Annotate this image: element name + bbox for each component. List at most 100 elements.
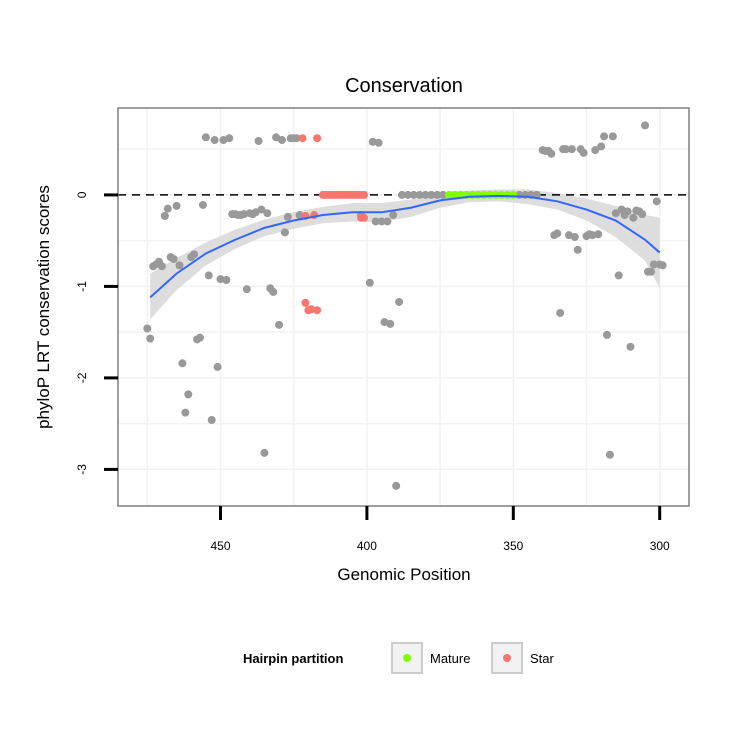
star-point xyxy=(298,134,307,143)
x-axis-label: Genomic Position xyxy=(337,565,470,584)
data-point xyxy=(614,271,623,280)
data-point xyxy=(658,261,667,270)
data-point xyxy=(163,204,172,213)
data-point xyxy=(626,342,635,351)
data-point xyxy=(260,448,269,457)
legend-mature-swatch xyxy=(403,654,411,662)
legend-star-swatch xyxy=(503,654,511,662)
data-point xyxy=(216,275,225,284)
star-point xyxy=(359,213,368,222)
mature-point xyxy=(509,190,518,199)
data-point xyxy=(611,209,620,218)
x-tick-label: 450 xyxy=(210,539,230,553)
data-point xyxy=(195,333,204,342)
confidence-ribbon xyxy=(150,189,660,320)
data-point xyxy=(623,207,632,216)
data-point xyxy=(629,213,638,222)
y-tick-label: 0 xyxy=(75,191,89,198)
data-point xyxy=(603,330,612,339)
data-point xyxy=(649,260,658,269)
mature-point xyxy=(450,190,459,199)
data-point xyxy=(638,210,647,219)
data-point xyxy=(257,205,266,214)
data-point xyxy=(283,212,292,221)
data-point xyxy=(160,211,169,220)
y-tick-label: -2 xyxy=(75,372,89,383)
data-point xyxy=(277,136,286,145)
data-point xyxy=(213,362,222,371)
data-point xyxy=(646,267,655,276)
smooth-fit-line xyxy=(149,194,661,299)
data-point xyxy=(254,136,263,145)
data-point xyxy=(553,229,562,238)
data-point xyxy=(242,285,251,294)
data-point xyxy=(222,276,231,285)
data-point xyxy=(608,132,617,141)
data-point xyxy=(605,450,614,459)
data-point xyxy=(184,390,193,399)
data-point xyxy=(365,278,374,287)
legend-title: Hairpin partition xyxy=(243,651,343,666)
data-point xyxy=(556,308,565,317)
data-point xyxy=(573,245,582,254)
data-point xyxy=(415,190,424,199)
data-point xyxy=(386,319,395,328)
data-point xyxy=(190,250,199,259)
data-point xyxy=(198,200,207,209)
star-point xyxy=(301,298,310,307)
data-point xyxy=(377,217,386,226)
legend: Hairpin partition Mature Star xyxy=(243,642,555,674)
data-point xyxy=(579,148,588,157)
data-point xyxy=(275,320,284,329)
data-point xyxy=(652,197,661,206)
confidence-band xyxy=(150,189,660,320)
star-point xyxy=(359,190,368,199)
data-point xyxy=(591,146,600,155)
data-point xyxy=(594,230,603,239)
x-tick-label: 350 xyxy=(503,539,523,553)
data-point xyxy=(295,211,304,220)
plot-panel-border xyxy=(117,107,690,507)
data-point xyxy=(641,121,650,130)
data-point xyxy=(389,211,398,220)
data-point xyxy=(263,209,272,218)
legend-label-mature: Mature xyxy=(430,651,470,666)
data-point xyxy=(439,190,448,199)
data-point xyxy=(175,261,184,270)
data-points xyxy=(143,121,667,490)
data-point xyxy=(225,134,234,143)
data-point xyxy=(207,415,216,424)
data-point xyxy=(433,190,442,199)
data-point xyxy=(371,217,380,226)
data-point xyxy=(201,133,210,142)
data-point xyxy=(567,145,576,154)
data-point xyxy=(562,145,571,154)
data-point xyxy=(427,190,436,199)
data-point xyxy=(146,334,155,343)
y-axis-label: phyloP LRT conservation scores xyxy=(34,185,53,429)
data-point xyxy=(368,137,377,146)
data-point xyxy=(421,190,430,199)
data-point xyxy=(181,408,190,417)
chart-title: Conservation xyxy=(345,75,463,97)
data-point xyxy=(398,190,407,199)
data-point xyxy=(383,217,392,226)
data-point xyxy=(570,233,579,242)
data-point xyxy=(409,190,418,199)
axis-ticks: 450 400 350 300 0 -1 -2 -3 xyxy=(75,191,670,553)
data-point xyxy=(157,262,166,271)
data-point xyxy=(374,138,383,147)
data-point xyxy=(204,271,213,280)
data-point xyxy=(395,297,404,306)
data-point xyxy=(588,231,597,240)
data-point xyxy=(597,142,606,151)
data-point xyxy=(392,481,401,490)
data-point xyxy=(210,136,219,145)
data-point xyxy=(292,134,301,143)
data-point xyxy=(239,210,248,219)
data-point xyxy=(143,324,152,333)
star-point xyxy=(313,134,322,143)
data-point xyxy=(403,190,412,199)
data-point xyxy=(172,201,181,210)
